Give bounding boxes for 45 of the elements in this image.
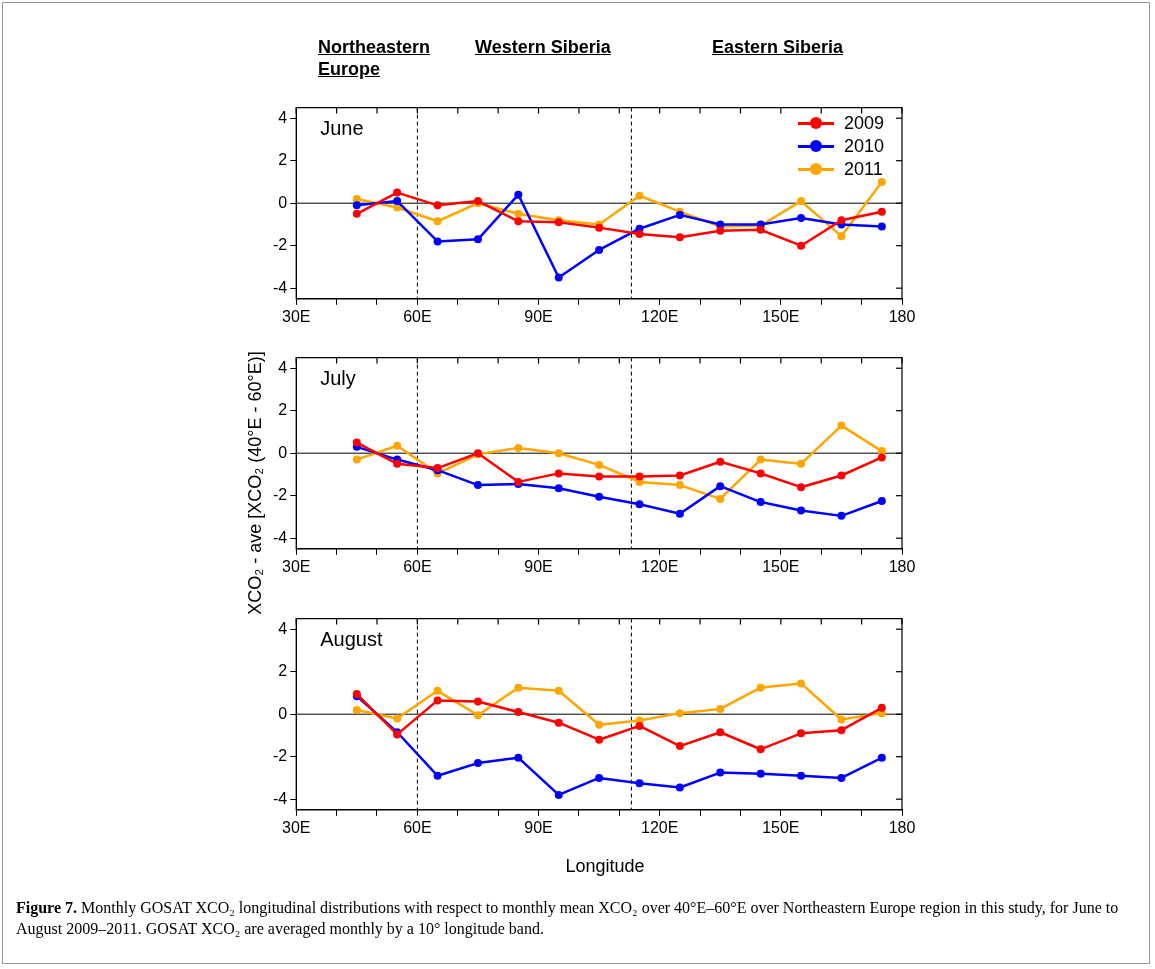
x-tick-label: 150E — [762, 818, 800, 836]
legend-label: 2010 — [843, 134, 884, 158]
text: August — [320, 628, 383, 651]
x-axis-title: Longitude — [565, 855, 645, 877]
x-tick-label: 30E — [281, 307, 311, 325]
x-tick-label: 90E — [524, 557, 553, 575]
y-tick-label: 2 — [278, 401, 288, 419]
x-tick-label: 150E — [762, 557, 800, 575]
y-tick-label: 0 — [278, 193, 288, 211]
x-tick-label: 120E — [641, 557, 679, 575]
text: Western Siberia — [475, 36, 611, 58]
legend-label: 2011 — [843, 157, 883, 181]
y-axis-title: XCO₂ - ave [XCO₂ (40°E - 60°E)] — [244, 351, 266, 615]
x-tick-label: 180 — [888, 307, 916, 325]
x-tick-label: 30E — [281, 818, 311, 836]
y-tick-label: 2 — [278, 662, 288, 680]
legend-label: 2009 — [843, 111, 884, 135]
y-tick-label: 4 — [278, 108, 288, 126]
x-tick-label: 60E — [403, 307, 432, 325]
y-tick-label: 0 — [278, 443, 288, 461]
y-tick-label: -2 — [272, 486, 288, 504]
x-tick-label: 120E — [641, 818, 679, 836]
x-tick-label: 90E — [524, 818, 553, 836]
y-tick-label: 0 — [278, 704, 288, 722]
x-tick-label: 120E — [641, 307, 679, 325]
text: July — [320, 367, 356, 390]
y-tick-label: 4 — [278, 619, 288, 637]
x-tick-label: 180 — [888, 557, 916, 575]
x-tick-label: 30E — [281, 557, 311, 575]
y-tick-label: -4 — [272, 278, 288, 296]
y-tick-label: -4 — [272, 528, 288, 546]
caption: Figure 7. Monthly GOSAT XCO₂ longitudinal distributions with respect to monthly mean XCO₂ over 40°E–60°E over Northeastern Europe region in this study, for June to August 2009–2011. GOSAT XCO₂ are averaged monthly by a 10° longitude band. — [16, 898, 1120, 939]
text: Northeastern Europe — [318, 36, 432, 80]
y-tick-label: -2 — [272, 747, 288, 765]
x-tick-label: 60E — [403, 818, 432, 836]
y-tick-label: -2 — [272, 236, 288, 254]
y-tick-label: 4 — [278, 358, 288, 376]
x-tick-label: 180 — [888, 818, 916, 836]
text: June — [320, 117, 364, 140]
x-tick-label: 60E — [403, 557, 432, 575]
y-tick-label: 2 — [278, 151, 288, 169]
text: Eastern Siberia — [712, 36, 844, 58]
x-tick-label: 150E — [762, 307, 800, 325]
x-tick-label: 90E — [524, 307, 553, 325]
y-tick-label: -4 — [272, 789, 288, 807]
